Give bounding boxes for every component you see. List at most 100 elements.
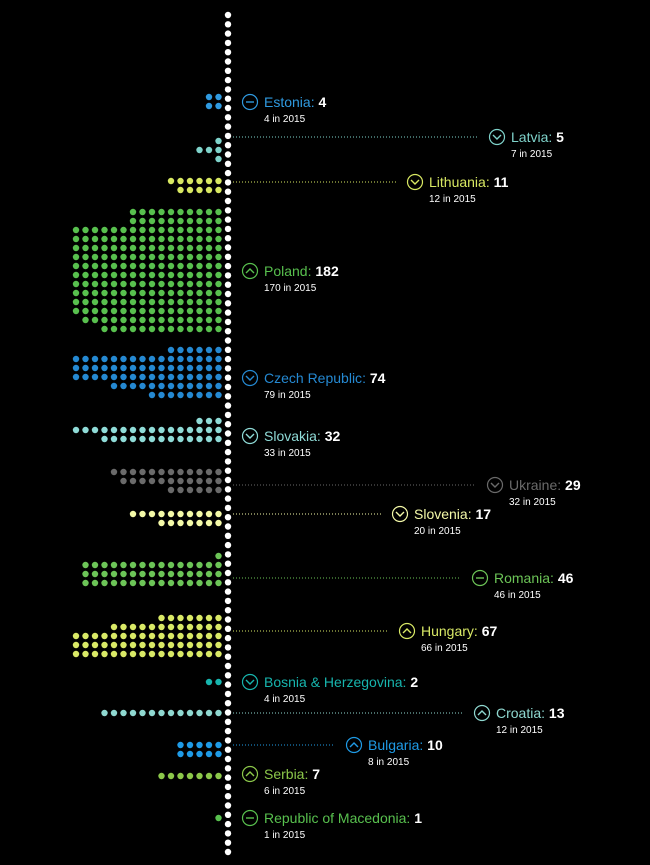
- axis-dot: [224, 309, 232, 316]
- data-dot: [129, 289, 137, 297]
- country-name: Serbia: [264, 766, 305, 782]
- data-dot: [158, 579, 165, 587]
- data-dot: [91, 373, 99, 381]
- country-label: Republic of Macedonia: 1: [264, 810, 422, 826]
- axis-dot: [224, 430, 232, 437]
- data-dot: [205, 570, 213, 578]
- axis-dot: [224, 337, 232, 344]
- data-dot: [158, 382, 165, 390]
- data-dot: [177, 468, 184, 476]
- data-dot: [120, 641, 127, 649]
- axis-dot: [224, 774, 232, 781]
- data-dot: [139, 561, 146, 569]
- data-dot: [148, 355, 156, 363]
- data-dot: [205, 486, 213, 494]
- data-dot: [139, 632, 146, 640]
- data-dot: [158, 280, 165, 288]
- data-dot: [82, 262, 89, 270]
- data-dot: [167, 346, 175, 354]
- data-dot: [167, 208, 175, 216]
- data-dot: [139, 650, 146, 658]
- data-dot: [139, 709, 146, 717]
- data-dot: [120, 561, 127, 569]
- data-dot: [110, 561, 118, 569]
- data-dot: [82, 355, 89, 363]
- data-dot: [177, 355, 184, 363]
- data-dot: [205, 373, 213, 381]
- data-dot: [186, 262, 194, 270]
- data-dot: [129, 426, 137, 434]
- axis-dot: [224, 458, 232, 465]
- data-dot: [91, 235, 99, 243]
- axis-dot: [224, 58, 232, 65]
- label-colon: :: [362, 370, 370, 386]
- trend-down-icon: [241, 369, 259, 387]
- data-dot: [148, 561, 156, 569]
- axis-dot: [224, 169, 232, 177]
- axis-dot: [224, 253, 232, 260]
- data-dot: [177, 519, 184, 527]
- data-dot: [120, 373, 127, 381]
- trend-down-icon: [241, 673, 259, 691]
- data-dot: [167, 477, 175, 485]
- data-dot: [91, 226, 99, 234]
- axis-dot: [224, 783, 232, 791]
- data-dot: [120, 709, 127, 717]
- data-dot: [186, 486, 194, 494]
- country-value: 13: [549, 705, 565, 721]
- data-dot: [101, 298, 108, 306]
- axis-dot: [224, 160, 232, 167]
- data-dot: [186, 426, 194, 434]
- data-dot: [129, 623, 137, 631]
- data-dot: [205, 298, 213, 306]
- country-name: Slovenia: [414, 506, 468, 522]
- data-dot: [110, 262, 118, 270]
- axis-dot: [224, 709, 232, 716]
- data-dot: [215, 244, 222, 252]
- data-dot: [177, 217, 184, 225]
- country-value: 29: [565, 477, 581, 493]
- data-dot: [72, 426, 80, 434]
- country-name: Latvia: [511, 129, 549, 145]
- country-group: Ukraine: 29 32 in 2015: [110, 468, 581, 508]
- axis-dot: [224, 755, 232, 763]
- data-dot: [186, 750, 194, 758]
- axis-dot: [224, 737, 232, 744]
- country-group: Hungary: 67 66 in 2015: [72, 614, 497, 658]
- data-dot: [196, 177, 203, 185]
- data-dot: [129, 253, 137, 261]
- country-name: Croatia: [496, 705, 541, 721]
- previous-year-label: 7 in 2015: [511, 149, 553, 160]
- data-dot: [215, 561, 222, 569]
- data-dot: [82, 632, 89, 640]
- data-dot: [110, 641, 118, 649]
- data-dot: [186, 355, 194, 363]
- data-dot: [91, 298, 99, 306]
- data-dot: [167, 486, 175, 494]
- data-dot: [72, 244, 80, 252]
- data-dot: [91, 641, 99, 649]
- data-dot: [186, 519, 194, 527]
- data-dot: [82, 226, 89, 234]
- axis-dot: [224, 104, 232, 112]
- axis-dot: [224, 262, 232, 270]
- data-dot: [129, 477, 137, 485]
- axis-dot: [224, 625, 232, 632]
- data-dot: [205, 280, 213, 288]
- data-dot: [148, 262, 156, 270]
- data-dot: [72, 298, 80, 306]
- data-dot: [158, 477, 165, 485]
- data-dot: [196, 632, 203, 640]
- data-dot: [129, 382, 137, 390]
- data-dot: [167, 307, 175, 315]
- label-colon: :: [548, 129, 556, 145]
- data-dot: [205, 510, 213, 518]
- data-dot: [167, 570, 175, 578]
- data-dot: [186, 307, 194, 315]
- data-dot: [82, 561, 89, 569]
- country-group: Republic of Macedonia: 1 1 in 2015: [215, 809, 422, 841]
- country-value: 182: [315, 263, 339, 279]
- data-dot: [129, 208, 137, 216]
- data-dot: [215, 570, 222, 578]
- data-dot: [177, 561, 184, 569]
